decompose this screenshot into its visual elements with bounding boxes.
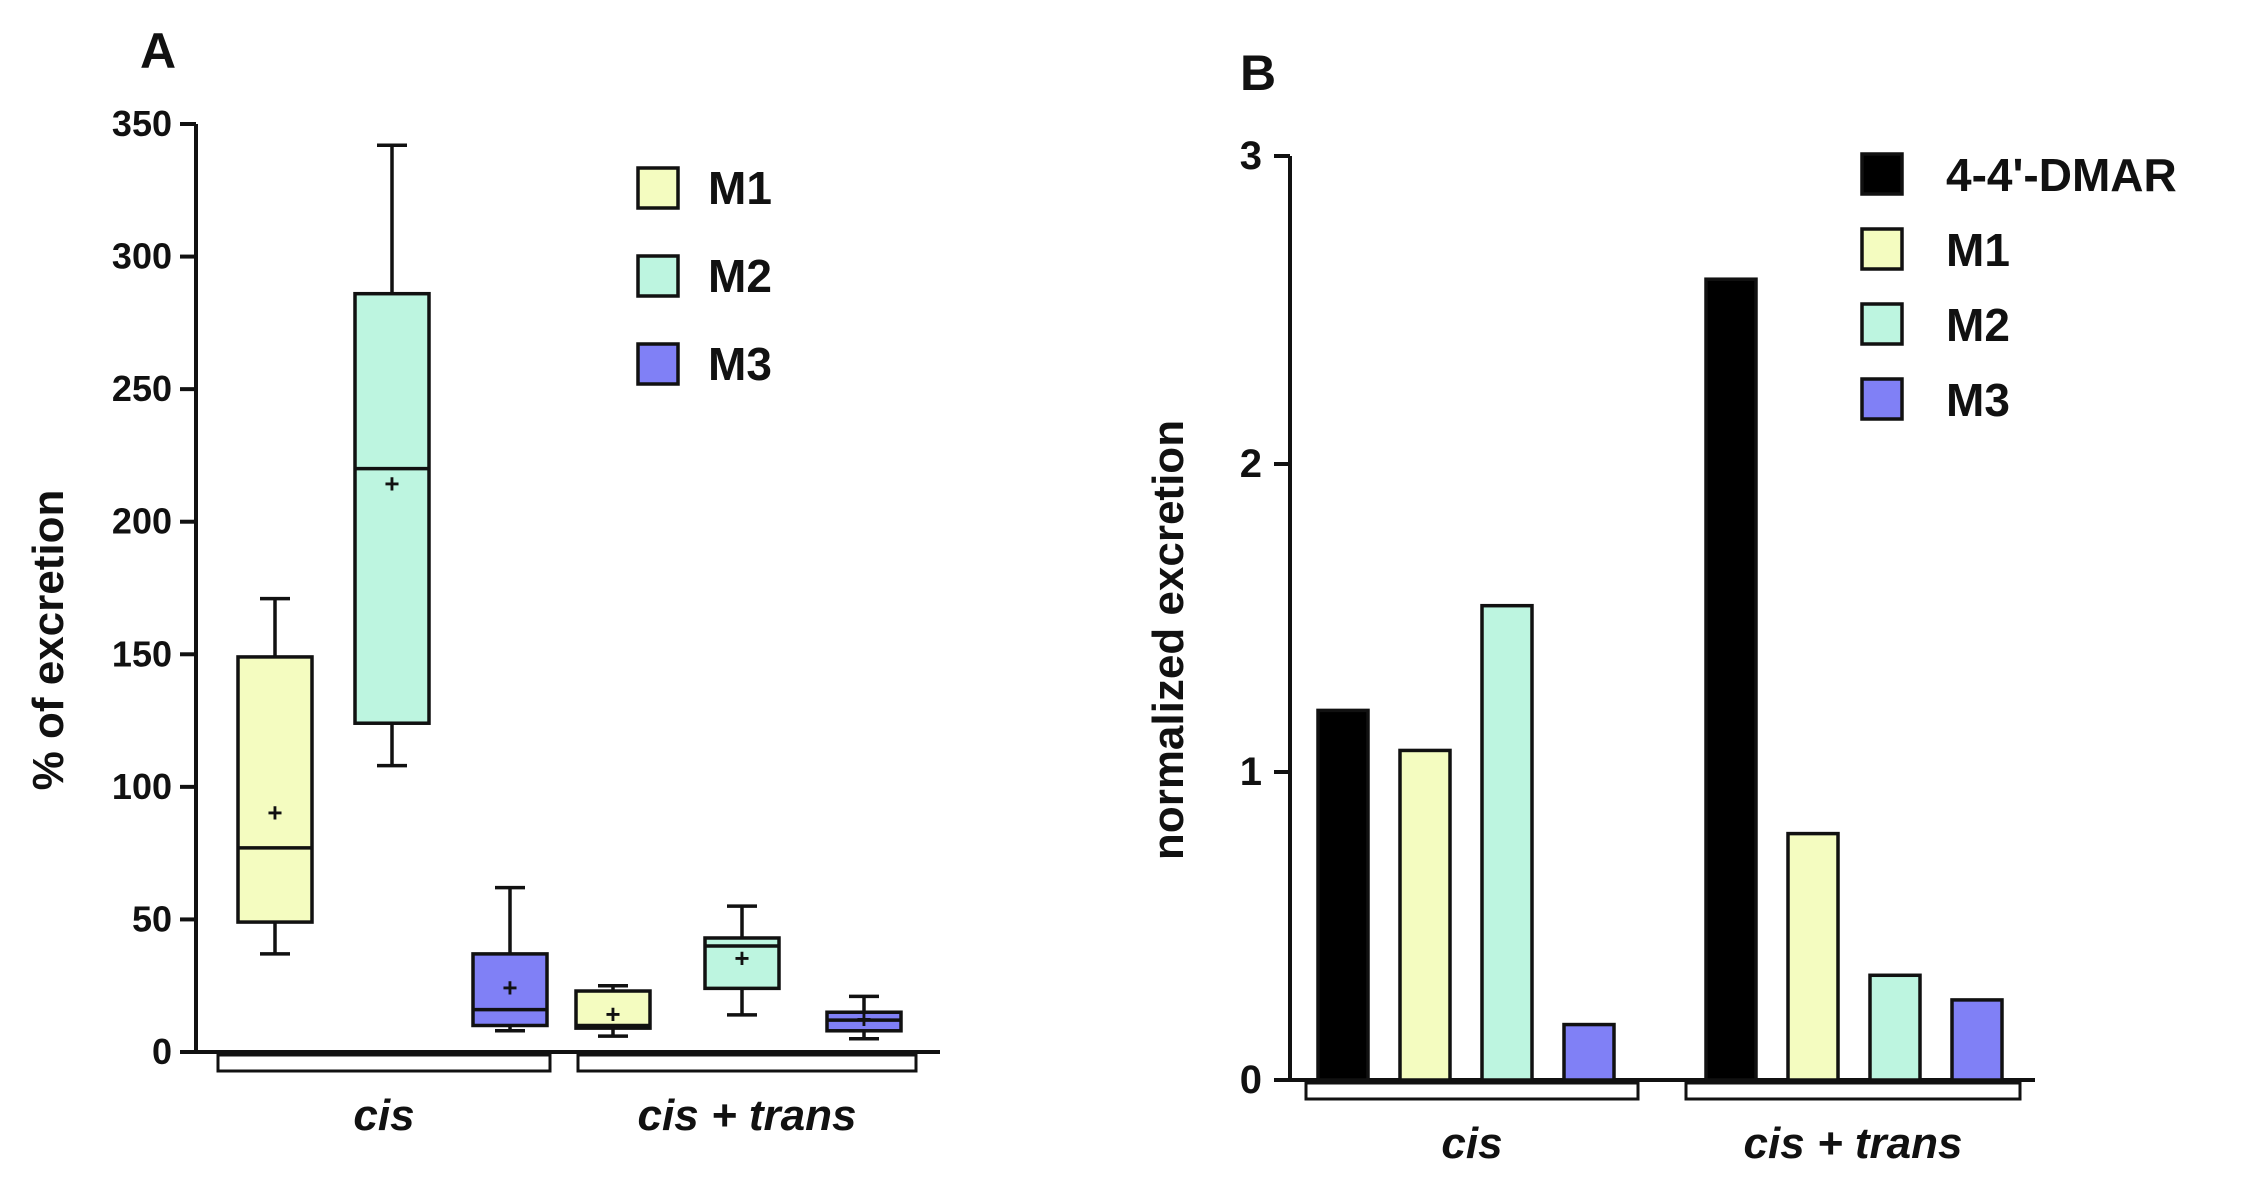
box-cis-m1: + xyxy=(236,596,314,956)
box-mean-marker: + xyxy=(856,1004,871,1034)
bar-cis-trans-4-4-dmar xyxy=(1704,277,1758,1082)
legend-swatch-m2 xyxy=(1860,302,1904,346)
legend-swatch-m3 xyxy=(1860,377,1904,421)
panel-a-y-tick-label: 350 xyxy=(112,103,172,144)
panel-a-boxes: + + + + + + xyxy=(236,143,903,1041)
panel-b-y-tick-label: 1 xyxy=(1240,750,1262,794)
bar-cis-trans-m3 xyxy=(1950,998,2004,1082)
legend-label-m3: M3 xyxy=(1946,374,2010,426)
panel-a-y-tick-label: 250 xyxy=(112,368,172,409)
panel-a-letter: A xyxy=(140,23,176,79)
panel-b-y-axis-title: normalized excretion xyxy=(1144,420,1193,860)
bar-cis-4-4-dmar xyxy=(1316,708,1370,1082)
panel-b-bars xyxy=(1316,277,2004,1082)
group-bracket-cis-trans xyxy=(576,1053,918,1073)
panel-b-letter: B xyxy=(1240,45,1276,101)
box-cis-trans-m1: + xyxy=(574,983,652,1038)
box-iqr xyxy=(471,952,549,1028)
bar-cis-m1 xyxy=(1398,748,1452,1082)
box-iqr xyxy=(574,989,652,1030)
group-label-cis-trans: cis + trans xyxy=(638,1091,857,1140)
box-cis-m2: + xyxy=(353,143,431,768)
legend-swatch-m1 xyxy=(636,166,680,210)
legend-label-4-4-dmar: 4-4'-DMAR xyxy=(1946,149,2177,201)
panel-b-y-tick-label: 2 xyxy=(1240,442,1262,486)
box-mean-marker: + xyxy=(384,469,399,499)
box-cis-m3: + xyxy=(471,885,549,1033)
box-cis-trans-m2: + xyxy=(703,904,781,1017)
panel-b-y-tick-label: 0 xyxy=(1240,1058,1262,1102)
box-mean-marker: + xyxy=(267,797,282,827)
legend-label-m3: M3 xyxy=(708,338,772,390)
panel-a-y-tick-label: 0 xyxy=(152,1031,172,1072)
legend-label-m2: M2 xyxy=(1946,299,2010,351)
legend-label-m1: M1 xyxy=(708,162,772,214)
legend-swatch-m2 xyxy=(636,254,680,298)
legend-swatch-m3 xyxy=(636,342,680,386)
group-label-cis: cis xyxy=(1441,1119,1502,1168)
box-cis-trans-m3: + xyxy=(825,994,903,1041)
legend-swatch-4-4-dmar xyxy=(1860,152,1904,196)
bar-cis-m2 xyxy=(1480,603,1534,1082)
box-mean-marker: + xyxy=(734,943,749,973)
panel-a-y-axis-title: % of excretion xyxy=(24,490,73,791)
bar-cis-m3 xyxy=(1562,1022,1616,1082)
panel-a-y-ticks: 0 50 100 150 200 250 300 350 xyxy=(112,103,940,1072)
panel-a-y-tick-label: 50 xyxy=(132,898,172,939)
box-iqr xyxy=(353,291,431,725)
group-label-cis-trans: cis + trans xyxy=(1744,1119,1963,1168)
box-mean-marker: + xyxy=(502,972,517,1002)
group-bracket-cis-trans xyxy=(1684,1081,2022,1101)
legend-label-m1: M1 xyxy=(1946,224,2010,276)
panel-a-legend: M1 M2 M3 xyxy=(636,162,772,390)
panel-a-group-brackets: cis cis + trans xyxy=(216,1053,918,1140)
box-mean-marker: + xyxy=(605,999,620,1029)
group-bracket-cis xyxy=(1304,1081,1640,1101)
bar-cis-trans-m2 xyxy=(1868,973,1922,1082)
legend-swatch-m1 xyxy=(1860,227,1904,271)
panel-b-y-tick-label: 3 xyxy=(1240,134,1262,178)
panel-a-y-tick-label: 150 xyxy=(112,633,172,674)
box-iqr xyxy=(236,655,314,924)
panel-a-y-tick-label: 200 xyxy=(112,501,172,542)
group-label-cis: cis xyxy=(353,1091,414,1140)
panel-b: B normalized excretion 0 1 2 3 cis cis + tra… xyxy=(1144,45,2177,1168)
panel-a-y-tick-label: 300 xyxy=(112,236,172,277)
legend-label-m2: M2 xyxy=(708,250,772,302)
panel-b-group-brackets: cis cis + trans xyxy=(1304,1081,2022,1168)
panel-a-y-tick-label: 100 xyxy=(112,766,172,807)
bar-cis-trans-m1 xyxy=(1786,831,1840,1082)
group-bracket-cis xyxy=(216,1053,552,1073)
panel-a: A % of excretion 0 50 100 150 200 250 300 350 +… xyxy=(24,23,940,1140)
panel-b-legend: 4-4'-DMAR M1 M2 M3 xyxy=(1860,149,2177,426)
